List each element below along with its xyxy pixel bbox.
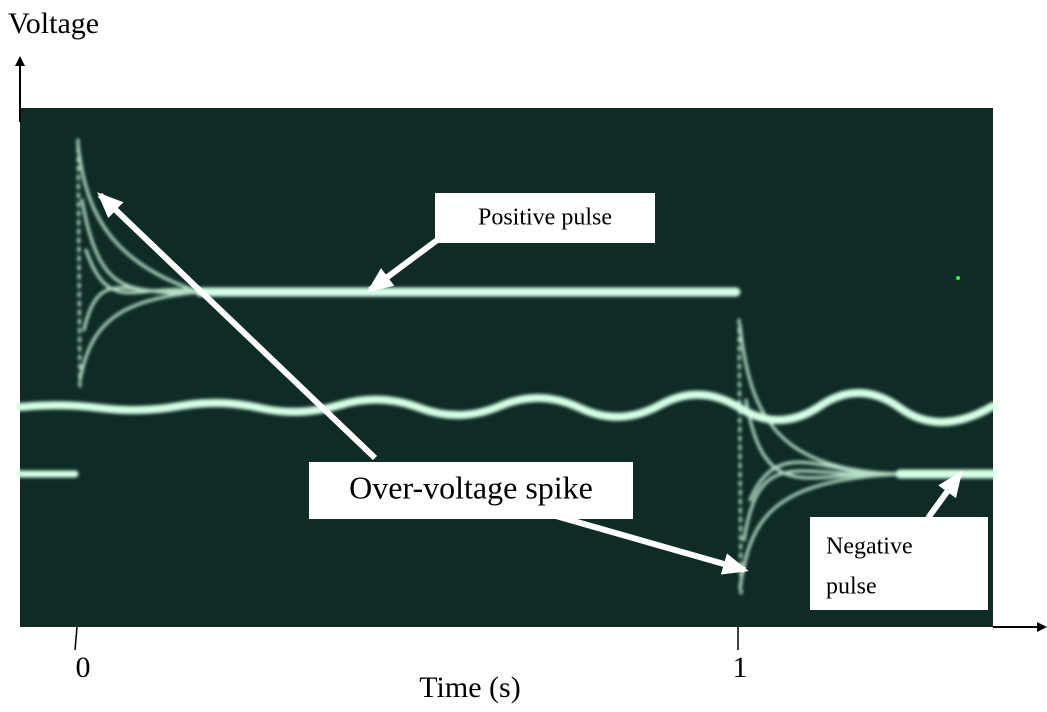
annotation: Positive pulse [478,205,612,231]
annotation: Over-voltage spike [349,469,593,505]
dot [956,276,960,280]
annotation: Negative [826,534,913,560]
y-axis-label: Voltage [8,7,99,40]
label-box [810,517,988,610]
tick-label: 0 [76,651,91,684]
positive-ringing [76,138,202,392]
annotation: pulse [826,574,877,600]
tick-label: 1 [733,651,748,684]
label-box [435,193,655,243]
reference-trace [16,389,997,426]
x-axis-label: Time (s) [419,671,520,704]
traces [16,138,998,597]
tick [74,626,78,651]
label-box [309,462,633,519]
